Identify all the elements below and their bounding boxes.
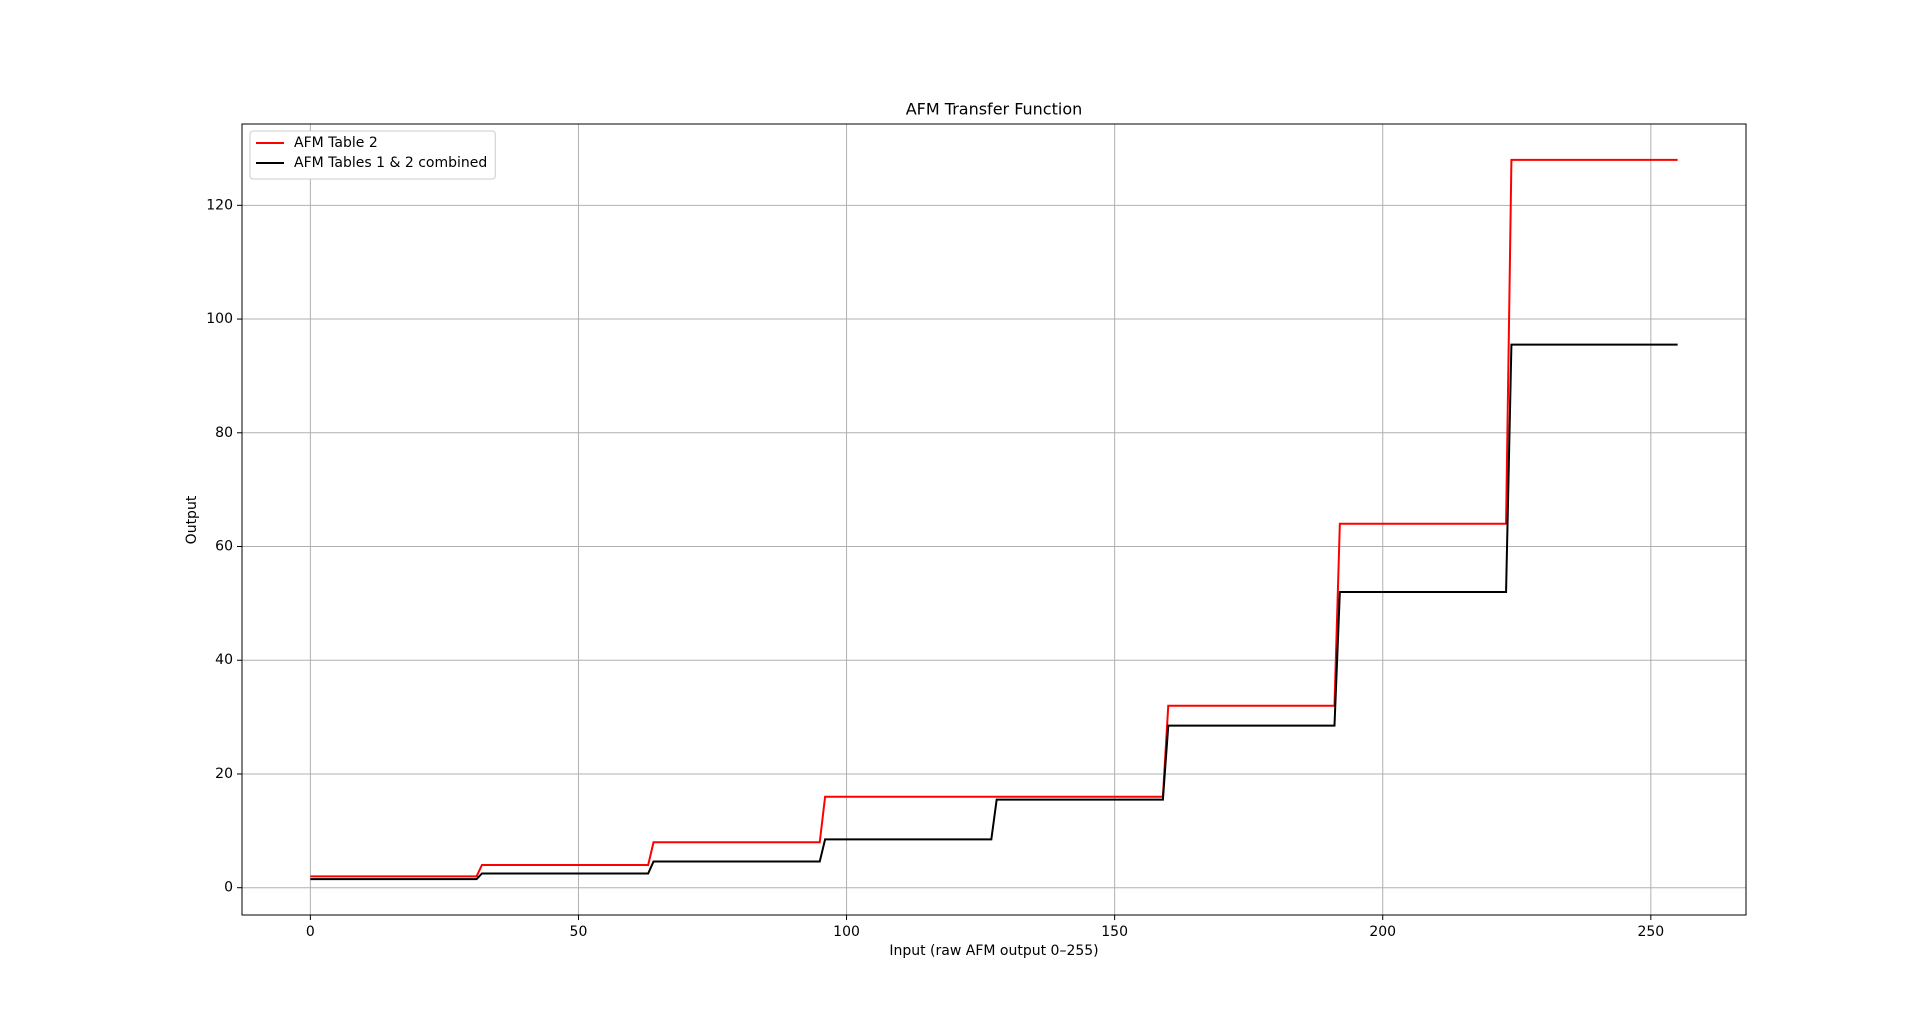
legend-box <box>249 130 496 180</box>
y-tick-label: 20 <box>215 766 233 782</box>
legend: AFM Table 2 AFM Tables 1 & 2 combined <box>249 130 496 180</box>
legend-label: AFM Table 2 <box>294 135 378 151</box>
data-line <box>310 158 1678 878</box>
y-tick-label: 80 <box>215 425 233 441</box>
x-tick-label: 50 <box>570 924 588 940</box>
x-tick-label: 150 <box>1101 924 1128 940</box>
y-tick-label: 40 <box>215 652 233 668</box>
chart-title: AFM Transfer Function <box>906 100 1083 119</box>
y-tick-label: 100 <box>206 311 233 327</box>
y-tick-label: 120 <box>206 197 233 213</box>
y-axis-label: Output <box>184 495 200 544</box>
x-tick-label: 200 <box>1369 924 1396 940</box>
axes-frame <box>241 123 1747 916</box>
x-tick-label: 0 <box>306 924 315 940</box>
x-tick-label: 100 <box>833 924 860 940</box>
legend-label: AFM Tables 1 & 2 combined <box>294 155 487 171</box>
x-axis-label: Input (raw AFM output 0–255) <box>889 943 1098 959</box>
x-tick-label: 250 <box>1637 924 1664 940</box>
y-tick-label: 0 <box>224 880 233 896</box>
data-line <box>310 343 1678 881</box>
y-tick-label: 60 <box>215 539 233 555</box>
